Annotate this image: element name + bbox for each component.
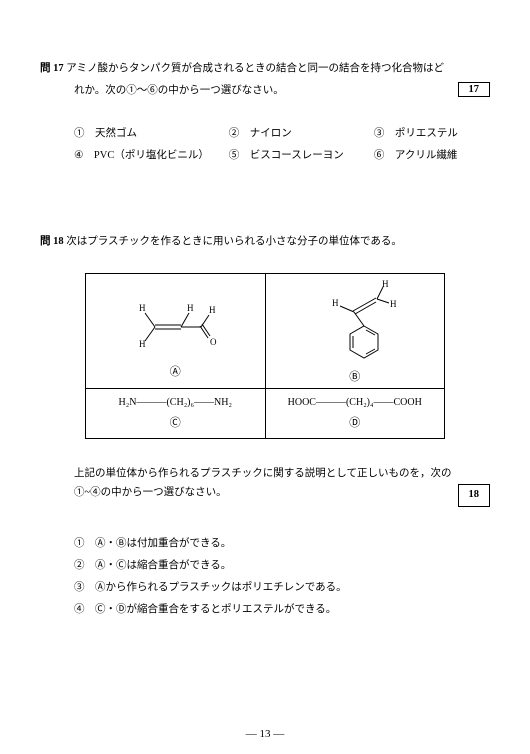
q18-choices: ① Ⓐ・Ⓑは付加重合ができる。 ② Ⓐ・Ⓒは縮合重合ができる。 ③ Ⓐから作られ… <box>40 533 490 621</box>
q17-choice-4-num: ④ <box>74 150 83 161</box>
svg-text:H: H <box>187 303 194 313</box>
cell-b-label: Ⓑ <box>268 368 443 384</box>
q17-text-line1: アミノ酸からタンパク質が合成されるときの結合と同一の結合を持つ化合物はど <box>66 63 444 74</box>
svg-text:H: H <box>390 299 397 309</box>
q17-choice-2-text: ナイロン <box>250 128 292 139</box>
q18-description: 上記の単位体から作られるプラスチックに関する説明として正しいものを，次の ①~④… <box>40 465 490 507</box>
q17-choice-6-text: アクリル繊維 <box>395 150 457 161</box>
svg-text:H: H <box>139 303 146 313</box>
q18-choice-1-num: ① <box>74 538 85 549</box>
q18-choice-1-text: Ⓐ・Ⓑは付加重合ができる。 <box>95 538 231 549</box>
q18-choice-4-num: ④ <box>74 604 85 615</box>
q17-choice-6-num: ⑥ <box>374 150 385 161</box>
q18-answer-box: 18 <box>458 484 491 507</box>
svg-text:H: H <box>332 298 339 308</box>
q17-choice-1-text: 天然ゴム <box>95 128 137 139</box>
q17-label: 問 17 <box>40 63 64 74</box>
formula-d-text: HOOC———(CH₂)₄——COOH <box>268 397 443 408</box>
q18-desc-line2: ①~④の中から一つ選びなさい。 <box>74 487 227 498</box>
cell-a-structure: H H H H O Ⓐ <box>86 273 266 388</box>
q17-choices: ① 天然ゴム ② ナイロン ③ ポリエステル ④ PVC（ポリ塩化ビニル） ⑤ … <box>40 123 490 167</box>
styrene-structure-icon: H H H <box>290 278 420 368</box>
q17-choice-5-num: ⑤ <box>229 150 240 161</box>
q17-choice-1-num: ① <box>74 128 85 139</box>
q18-heading: 問 18 次はプラスチックを作るときに用いられる小さな分子の単位体である。 <box>40 233 490 251</box>
svg-text:H: H <box>382 279 389 289</box>
q17-choice-4-text: PVC（ポリ塩化ビニル） <box>94 150 209 161</box>
q18-desc-line1: 上記の単位体から作られるプラスチックに関する説明として正しいものを，次の <box>74 465 490 484</box>
formula-c-text: H₂N———(CH₂)₆——NH₂ <box>88 397 263 408</box>
cell-a-label: Ⓐ <box>88 363 263 379</box>
q18-choice-3-text: Ⓐから作られるプラスチックはポリエチレンである。 <box>95 582 347 593</box>
q17-choice-3-text: ポリエステル <box>395 128 458 139</box>
q18-choice-2-text: Ⓐ・Ⓒは縮合重合ができる。 <box>95 560 231 571</box>
q18-choice-3-num: ③ <box>74 582 85 593</box>
cell-c-formula: H₂N———(CH₂)₆——NH₂ Ⓒ <box>86 388 266 438</box>
cell-d-formula: HOOC———(CH₂)₄——COOH Ⓓ <box>265 388 445 438</box>
q17-text-line2-row: れか。次の①～⑥の中から一つ選びなさい。 17 <box>40 82 490 97</box>
monomer-table: H H H H O Ⓐ <box>85 273 445 439</box>
q17-heading: 問 17 アミノ酸からタンパク質が合成されるときの結合と同一の結合を持つ化合物は… <box>40 60 490 78</box>
q17-text-line2: れか。次の①～⑥の中から一つ選びなさい。 <box>74 85 284 96</box>
q18-text: 次はプラスチックを作るときに用いられる小さな分子の単位体である。 <box>66 236 402 247</box>
q18-choice-2-num: ② <box>74 560 85 571</box>
q17-choice-3-num: ③ <box>374 128 385 139</box>
cell-b-structure: H H H Ⓑ <box>265 273 445 388</box>
q17-choice-2-num: ② <box>229 128 240 139</box>
q17-answer-box: 17 <box>458 82 491 97</box>
svg-text:O: O <box>210 337 217 347</box>
q18-label: 問 18 <box>40 236 64 247</box>
q17-choice-5-text: ビスコースレーヨン <box>250 150 344 161</box>
svg-text:H: H <box>139 339 146 349</box>
cell-c-label: Ⓒ <box>88 414 263 430</box>
cell-d-label: Ⓓ <box>268 414 443 430</box>
acrolein-structure-icon: H H H H O <box>115 283 235 363</box>
q18-choice-4-text: Ⓒ・Ⓓが縮合重合をするとポリエステルができる。 <box>95 604 336 615</box>
svg-text:H: H <box>209 305 216 315</box>
page-number: ― 13 ― <box>0 728 530 740</box>
